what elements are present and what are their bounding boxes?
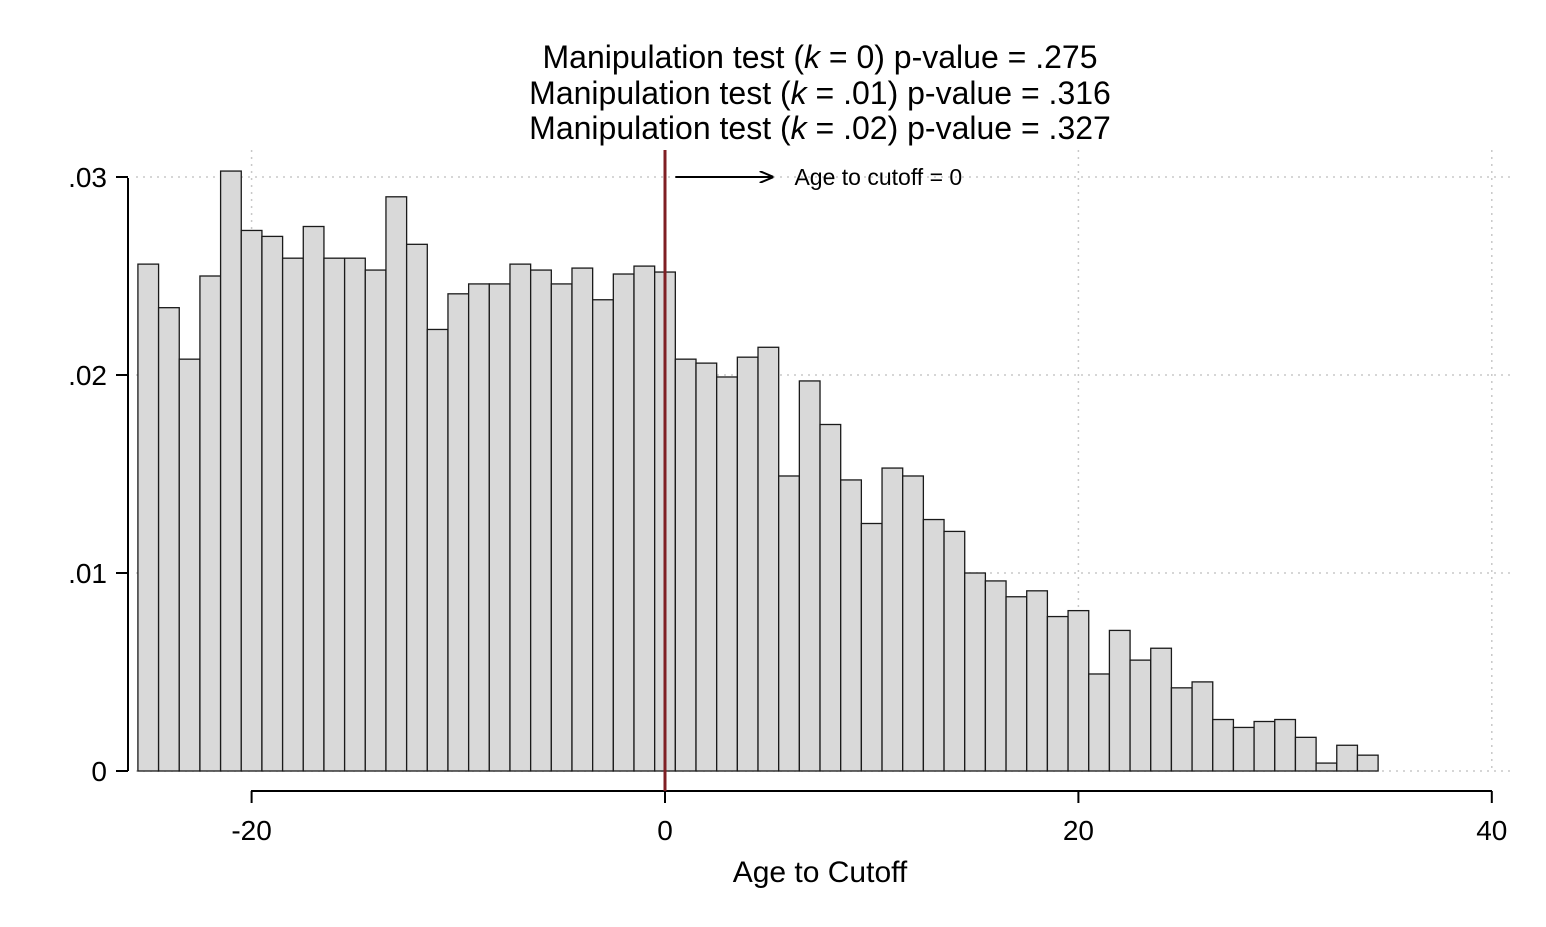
histogram-bar — [426, 328, 449, 772]
histogram-bar — [1150, 647, 1173, 772]
cutoff-annotation: Age to cutoff = 0 — [675, 164, 962, 190]
histogram-bar — [881, 467, 904, 772]
histogram-bar — [695, 362, 718, 772]
title-line-2: Manipulation test (k = .01) p-value = .3… — [529, 75, 1111, 111]
histogram-bar — [592, 299, 614, 772]
histogram-bar — [1088, 673, 1111, 772]
y-tick-label: .01 — [68, 558, 107, 589]
histogram-bar — [385, 196, 408, 772]
histogram-bar — [550, 283, 573, 772]
histogram-bars — [137, 170, 1379, 772]
histogram-bar — [736, 356, 759, 772]
histogram-bar — [633, 265, 656, 772]
histogram-bar — [323, 257, 346, 772]
chart-title: Manipulation test (k = 0) p-value = .275… — [529, 39, 1111, 146]
histogram-bar — [778, 475, 801, 772]
histogram-bar — [819, 423, 842, 772]
y-tick-label: .02 — [68, 360, 107, 391]
histogram-bar — [1108, 629, 1131, 772]
histogram-bar — [364, 269, 387, 772]
x-tick-label: -20 — [231, 815, 271, 846]
x-tick-label: 0 — [657, 815, 673, 846]
histogram-bar — [1026, 590, 1049, 772]
histogram-bar — [922, 518, 945, 772]
histogram-bar — [798, 380, 821, 772]
histogram-bar — [1336, 744, 1359, 772]
x-tick-label: 20 — [1063, 815, 1094, 846]
histogram-bar — [612, 273, 635, 772]
x-axis: -20 0 20 40 Age to Cutoff — [231, 790, 1507, 889]
histogram-bar — [302, 225, 325, 772]
histogram-bar — [964, 572, 987, 772]
histogram-bar — [757, 346, 780, 772]
histogram-bar — [674, 358, 697, 772]
histogram-bar — [405, 243, 428, 772]
histogram-bar — [716, 376, 738, 772]
histogram-bar — [343, 257, 366, 772]
histogram-bar — [1274, 718, 1297, 772]
histogram-bar — [240, 229, 263, 772]
histogram-bar — [1129, 659, 1152, 772]
x-tick-label: 40 — [1476, 815, 1507, 846]
title-line-3: Manipulation test (k = .02) p-value = .3… — [529, 110, 1111, 146]
histogram-bar — [178, 358, 201, 772]
y-tick-label: .03 — [68, 162, 107, 193]
histogram-bar — [1253, 720, 1276, 772]
histogram-bar — [984, 580, 1007, 772]
histogram-bar — [281, 257, 304, 772]
histogram-bar — [943, 530, 966, 772]
histogram-bar — [1046, 615, 1069, 772]
histogram-bar — [1212, 718, 1235, 772]
histogram-bar — [447, 293, 470, 772]
histogram-bar — [1315, 762, 1338, 772]
histogram-bar — [137, 263, 160, 772]
y-axis: 0 .01 .02 .03 — [68, 162, 129, 787]
annotation-label: Age to cutoff = 0 — [794, 164, 962, 190]
histogram-bar — [1170, 687, 1193, 772]
y-tick-label: 0 — [91, 756, 107, 787]
title-line-1: Manipulation test (k = 0) p-value = .275 — [543, 39, 1098, 75]
histogram-bar — [1191, 681, 1214, 772]
histogram-bar — [219, 170, 242, 772]
histogram-bar — [1294, 736, 1317, 772]
histogram-bar — [199, 275, 222, 772]
histogram-bar — [261, 235, 284, 772]
histogram-bar — [1232, 726, 1255, 772]
histogram-bar — [902, 475, 925, 772]
histogram-bar — [1005, 596, 1028, 772]
histogram-bar — [1356, 754, 1379, 772]
x-axis-title: Age to Cutoff — [733, 856, 908, 889]
histogram-bar — [157, 307, 180, 772]
histogram-bar — [509, 263, 532, 772]
histogram-bar — [860, 522, 883, 772]
histogram-bar — [571, 267, 594, 772]
histogram-bar — [529, 269, 552, 772]
histogram-bar — [467, 283, 490, 772]
histogram-bar — [840, 479, 863, 772]
histogram-bar — [488, 283, 511, 772]
histogram-bar — [1067, 609, 1090, 772]
